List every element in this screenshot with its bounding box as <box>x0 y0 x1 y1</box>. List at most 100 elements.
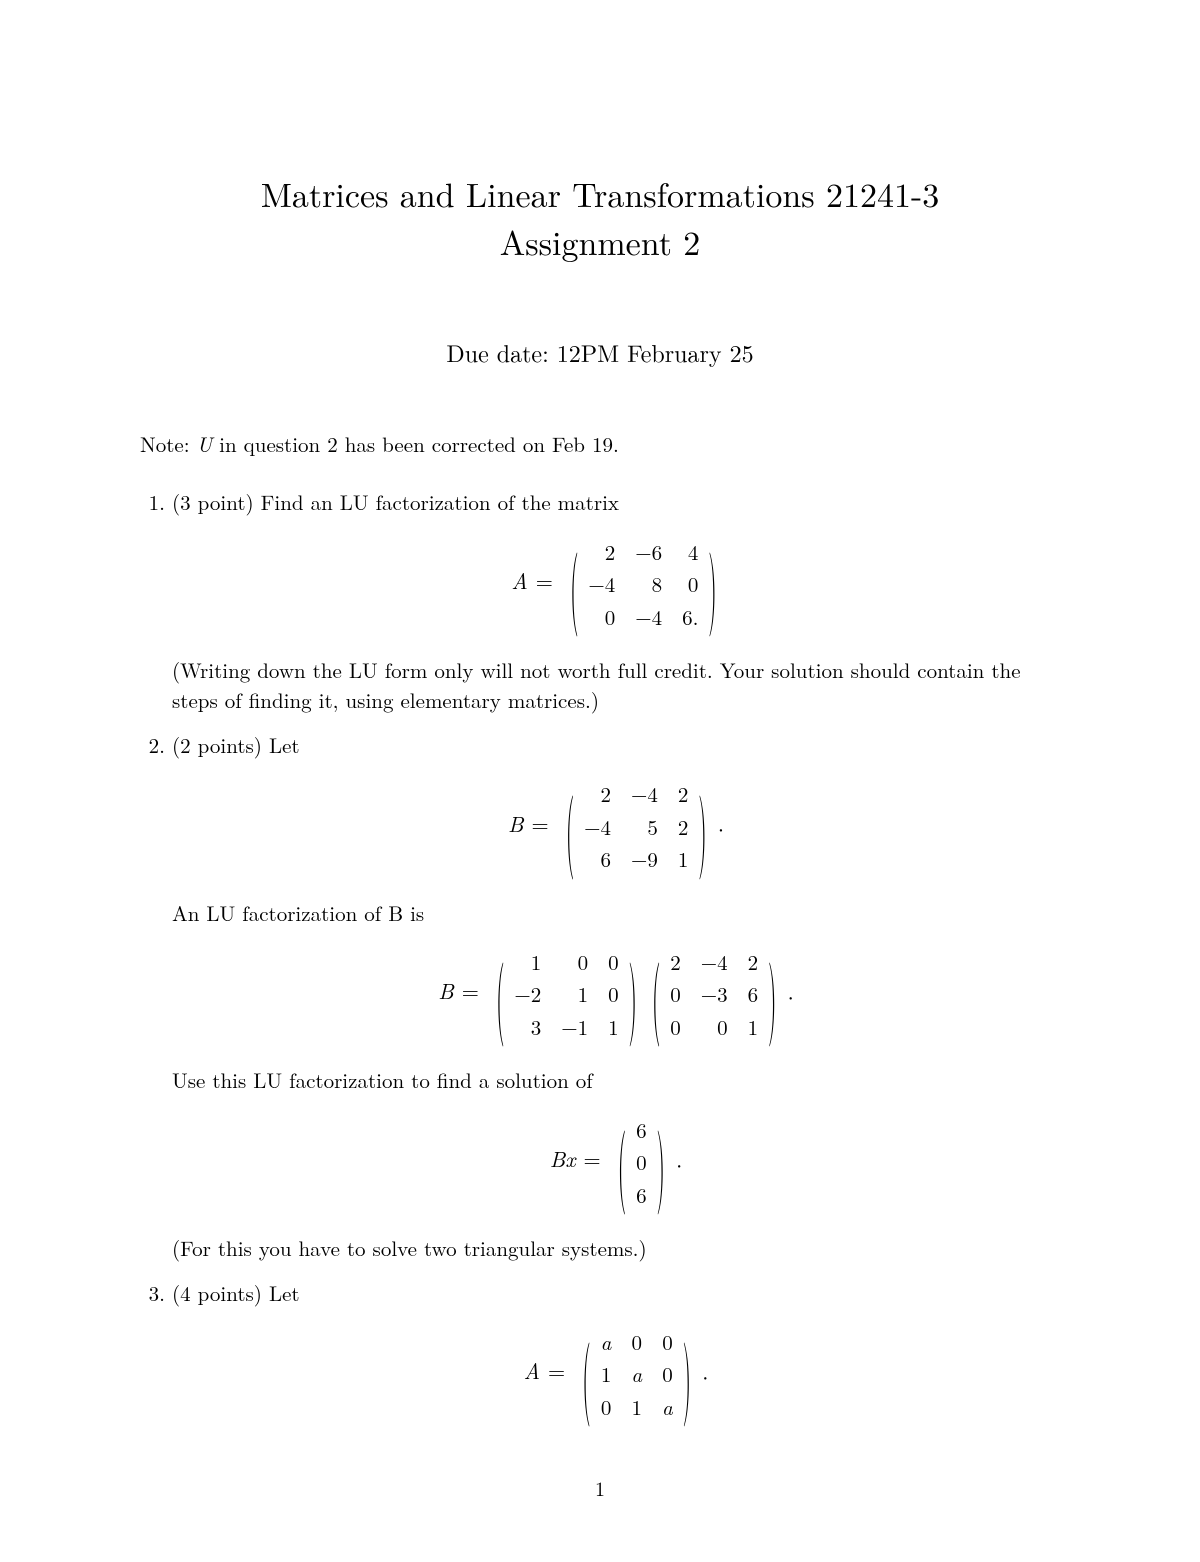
cell: 0 <box>691 1011 738 1043</box>
cell: 8 <box>625 568 672 600</box>
period: . <box>695 1355 708 1386</box>
q3-prompt: (4 points) Let <box>172 1278 300 1308</box>
cell: −1 <box>551 1011 598 1043</box>
q3-equation: A = ( a00 1a0 01a ) . <box>172 1326 1060 1423</box>
cell: 0 <box>652 1326 683 1358</box>
page-title: Matrices and Linear Transformations 2124… <box>140 170 1060 265</box>
cell: 0 <box>578 601 625 633</box>
cell: 1 <box>668 843 699 875</box>
cell: 1 <box>621 1391 652 1423</box>
q2-U-matrix: ( 2−42 0−36 001 ) <box>652 946 776 1043</box>
page: Matrices and Linear Transformations 2124… <box>0 0 1200 1562</box>
cell: 3 <box>504 1011 551 1043</box>
title-line-2: Assignment 2 <box>140 218 1060 266</box>
cell: a <box>652 1391 683 1423</box>
period: . <box>669 1143 682 1174</box>
cell: 2 <box>668 811 699 843</box>
cell: 1 <box>591 1358 622 1390</box>
q2-U-table: 2−42 0−36 001 <box>660 946 768 1043</box>
q2-B-table: 2−42 −452 6−91 <box>574 778 698 875</box>
equals-sign: = <box>583 1143 600 1174</box>
cell: a <box>621 1358 652 1390</box>
cell: −4 <box>625 601 672 633</box>
equals-sign: = <box>548 1355 565 1386</box>
cell: 4 <box>672 536 708 568</box>
cell: 2 <box>738 946 769 978</box>
equals-sign: = <box>536 565 553 596</box>
cell: 6 <box>738 978 769 1010</box>
cell: 1 <box>738 1011 769 1043</box>
cell: 1 <box>504 946 551 978</box>
cell: −4 <box>574 811 621 843</box>
left-paren-icon: ( <box>496 934 504 1056</box>
q3-table: a00 1a0 01a <box>591 1326 683 1423</box>
left-paren-icon: ( <box>566 766 574 888</box>
cell: 2 <box>660 946 691 978</box>
note-post: in question 2 has been corrected on Feb … <box>212 429 619 459</box>
q2-B-matrix: ( 2−42 −452 6−91 ) <box>566 778 707 875</box>
left-paren-icon: ( <box>652 934 660 1056</box>
page-number: 1 <box>140 1473 1060 1502</box>
cell: −9 <box>621 843 668 875</box>
q3-matrix: ( a00 1a0 01a ) <box>582 1326 691 1423</box>
cell: 0 <box>598 946 629 978</box>
cell: 0 <box>672 568 708 600</box>
q2-sys-lhs: Bx <box>550 1143 576 1174</box>
q2-mid1-var: B <box>388 898 403 928</box>
problem-3: (4 points) Let A = ( a00 1a0 01a ) . <box>172 1278 1060 1424</box>
q2-note: (For this you have to solve two triangul… <box>172 1233 1060 1263</box>
cell: −6 <box>625 536 672 568</box>
cell: 2 <box>668 778 699 810</box>
note-pre: Note: <box>140 429 197 459</box>
q2-LU-label: B <box>438 975 454 1006</box>
q2-system: Bx= ( 6 0 6 ) . <box>172 1114 1060 1211</box>
right-paren-icon: ) <box>629 934 637 1056</box>
right-paren-icon: ) <box>657 1102 665 1224</box>
left-paren-icon: ( <box>570 523 578 645</box>
cell: 6 <box>626 1114 657 1146</box>
q3-label: A <box>524 1355 540 1386</box>
cell: 2 <box>574 778 621 810</box>
q2-B-equation: B= ( 2−42 −452 6−91 ) . <box>172 778 1060 875</box>
equals-sign: = <box>532 808 549 839</box>
cell: 0 <box>598 978 629 1010</box>
cell: 1 <box>598 1011 629 1043</box>
problem-2: (2 points) Let B= ( 2−42 −452 6−91 ) . A… <box>172 730 1060 1264</box>
cell: −3 <box>691 978 738 1010</box>
q1-equation: A= ( 2−64 −480 0−46. ) <box>172 536 1060 633</box>
problem-1: (3 point) Find an LU factorization of th… <box>172 487 1060 716</box>
cell: 0 <box>621 1326 652 1358</box>
right-paren-icon: ) <box>683 1314 691 1436</box>
period: . <box>780 975 793 1006</box>
cell: 6 <box>626 1179 657 1211</box>
cell: 0 <box>660 1011 691 1043</box>
due-date: Due date: 12PM February 25 <box>140 335 1060 369</box>
right-paren-icon: ) <box>708 523 716 645</box>
problem-list: (3 point) Find an LU factorization of th… <box>140 487 1060 1423</box>
q2-L-table: 100 −210 3−11 <box>504 946 628 1043</box>
cell: a <box>591 1326 622 1358</box>
q2-mid1-pre: An LU factorization of <box>172 898 388 928</box>
equals-sign: = <box>462 975 479 1006</box>
q2-LU-equation: B= ( 100 −210 3−11 ) ( 2−42 0−36 001 <box>172 946 1060 1043</box>
cell: −4 <box>621 778 668 810</box>
cell: −4 <box>578 568 625 600</box>
period: . <box>711 808 724 839</box>
q2-mid1-post: is <box>403 898 424 928</box>
right-paren-icon: ) <box>768 934 776 1056</box>
title-line-1: Matrices and Linear Transformations 2124… <box>140 170 1060 218</box>
right-paren-icon: ) <box>698 766 706 888</box>
q2-mid2: Use this LU factorization to find a solu… <box>172 1065 1060 1095</box>
cell: 0 <box>652 1358 683 1390</box>
q2-rhs-vector: ( 6 0 6 ) <box>618 1114 665 1211</box>
q2-mid1: An LU factorization of B is <box>172 898 1060 928</box>
q2-prompt: (2 points) Let <box>172 730 300 760</box>
cell: 2 <box>578 536 625 568</box>
left-paren-icon: ( <box>618 1102 626 1224</box>
cell: −2 <box>504 978 551 1010</box>
cell: 5 <box>621 811 668 843</box>
cell: 1 <box>551 978 598 1010</box>
q2-L-matrix: ( 100 −210 3−11 ) <box>496 946 637 1043</box>
cell: 0 <box>551 946 598 978</box>
q1-label: A <box>511 565 527 596</box>
